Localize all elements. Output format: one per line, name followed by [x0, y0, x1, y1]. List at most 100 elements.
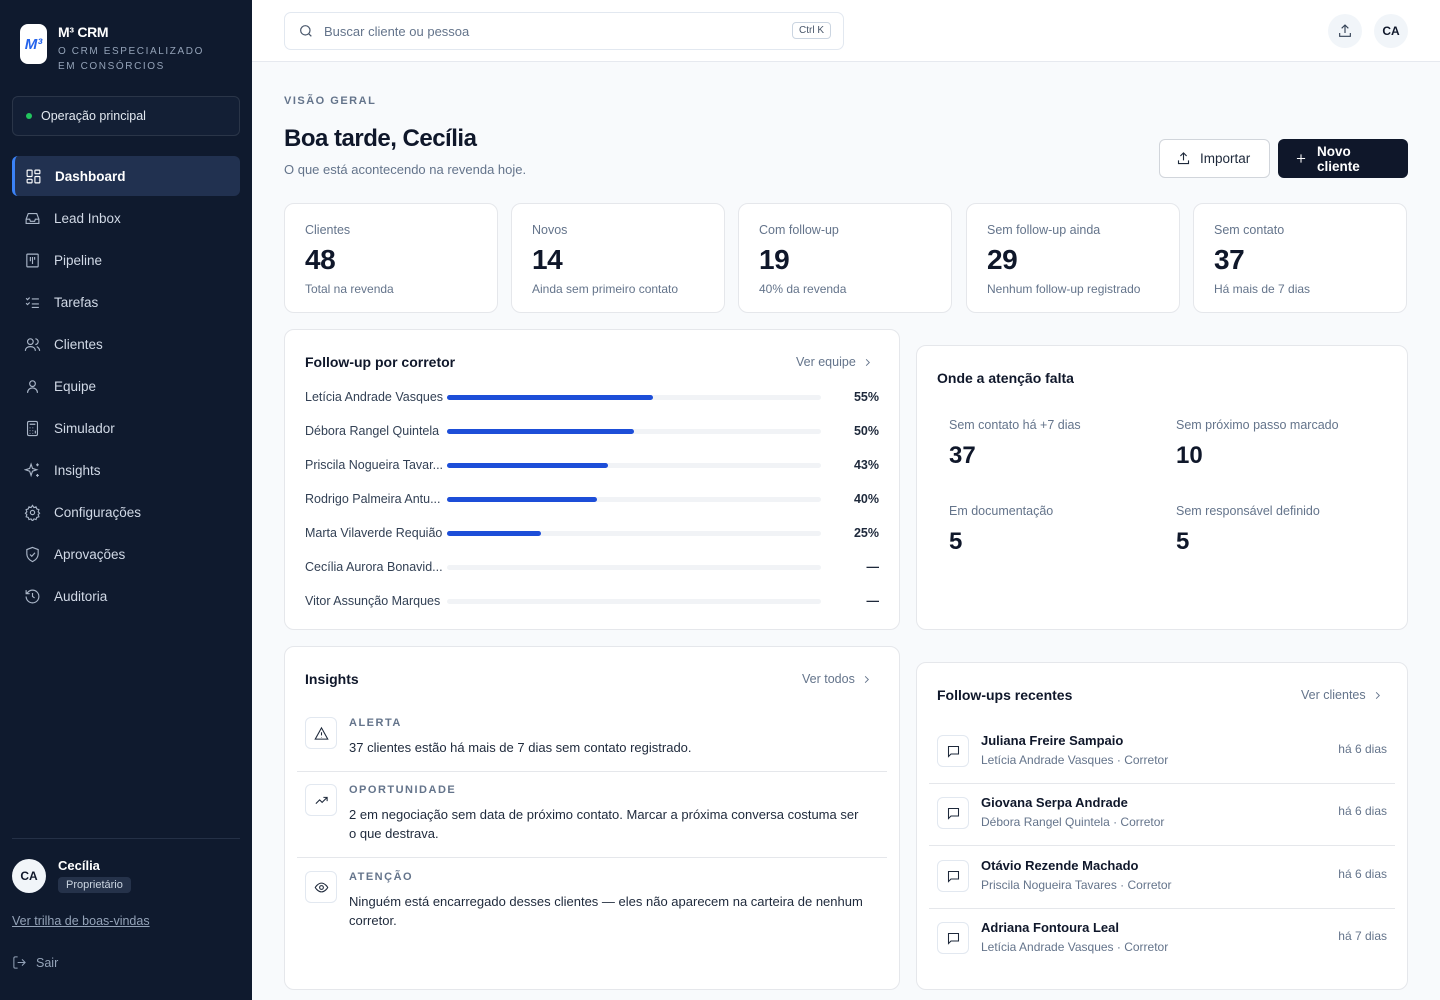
metric-label: Sem contato há +7 dias [949, 418, 1081, 432]
sidebar-nav: Dashboard Lead Inbox Pipeline Tarefas Cl… [12, 156, 240, 618]
brand[interactable]: M³ M³ CRM O CRM ESPECIALIZADO EM CONSÓRC… [20, 24, 218, 74]
new-client-button[interactable]: Novo cliente [1278, 139, 1408, 178]
broker-name: Priscila Nogueira Tavares · Corretor [981, 878, 1172, 892]
stat-card-sem-contato[interactable]: Sem contato 37 Há mais de 7 dias [1193, 203, 1407, 313]
sidebar-item-label: Equipe [54, 378, 97, 394]
stat-value: 29 [987, 244, 1018, 275]
page-title: Boa tarde, Cecília [284, 125, 477, 152]
stat-label: Clientes [305, 223, 351, 237]
followup-time: há 7 dias [1338, 929, 1387, 943]
stat-desc: Há mais de 7 dias [1214, 282, 1311, 296]
attention-metric[interactable]: Sem responsável definido 5 [1176, 504, 1376, 556]
sidebar-item-dashboard[interactable]: Dashboard [12, 156, 240, 196]
users-icon [24, 337, 41, 351]
sidebar: M³ M³ CRM O CRM ESPECIALIZADO EM CONSÓRC… [0, 0, 252, 1000]
sidebar-item-label: Lead Inbox [54, 210, 121, 226]
sidebar-item-clientes[interactable]: Clientes [12, 324, 240, 364]
brand-logo: M³ [20, 24, 47, 64]
sidebar-item-tarefas[interactable]: Tarefas [12, 282, 240, 322]
stat-label: Sem contato [1214, 223, 1285, 237]
recent-followups-card: Follow-ups recentes Ver clientes Juliana… [916, 662, 1408, 990]
trend-up-icon [305, 784, 337, 816]
sidebar-item-insights[interactable]: Insights [12, 450, 240, 490]
welcome-trail-link[interactable]: Ver trilha de boas-vindas [12, 914, 150, 928]
progress-track [447, 530, 821, 536]
broker-row[interactable]: Cecília Aurora Bonavid... — [305, 557, 881, 577]
sidebar-item-simulador[interactable]: Simulador [12, 408, 240, 448]
sidebar-item-aprovacoes[interactable]: Aprovações [12, 534, 240, 574]
import-button[interactable]: Importar [1159, 139, 1270, 178]
insight-text: Ninguém está encarregado desses clientes… [349, 894, 863, 928]
stat-card-sem-follow-up[interactable]: Sem follow-up ainda 29 Nenhum follow-up … [966, 203, 1180, 313]
avatar: CA [12, 858, 46, 893]
user-icon [26, 379, 39, 393]
metric-value: 37 [949, 442, 976, 469]
insight-tag: OPORTUNIDADE [349, 784, 457, 796]
search-input[interactable]: Buscar cliente ou pessoa Ctrl K [284, 12, 844, 50]
see-clients-link[interactable]: Ver clientes [1301, 688, 1383, 702]
progress-track [447, 394, 821, 400]
sidebar-item-configuracoes[interactable]: Configurações [12, 492, 240, 532]
sidebar-item-auditoria[interactable]: Auditoria [12, 576, 240, 616]
link-label: Ver equipe [796, 355, 856, 369]
followup-item[interactable]: Giovana Serpa Andrade Débora Rangel Quin… [929, 795, 1395, 859]
broker-row[interactable]: Marta Vilaverde Requião 25% [305, 523, 881, 543]
user-menu-avatar[interactable]: CA [1374, 14, 1408, 48]
logout-button[interactable]: Sair [12, 955, 58, 970]
new-client-label: Novo cliente [1317, 143, 1360, 174]
chevron-right-icon [1375, 691, 1380, 699]
stat-card-com-follow-up[interactable]: Com follow-up 19 40% da revenda [738, 203, 952, 313]
broker-row[interactable]: Priscila Nogueira Tavar... 43% [305, 455, 881, 475]
broker-row[interactable]: Vitor Assunção Marques — [305, 591, 881, 611]
metric-value: 5 [1176, 528, 1190, 555]
logout-label: Sair [36, 955, 59, 970]
broker-row[interactable]: Débora Rangel Quintela 50% [305, 421, 881, 441]
sidebar-item-lead-inbox[interactable]: Lead Inbox [12, 198, 240, 238]
attention-metric[interactable]: Sem próximo passo marcado 10 [1176, 418, 1376, 470]
metric-value: 10 [1176, 442, 1203, 469]
progress-fill [447, 530, 541, 536]
followup-item[interactable]: Juliana Freire Sampaio Letícia Andrade V… [929, 733, 1395, 797]
user-profile[interactable]: CA Cecília Proprietário [12, 858, 131, 893]
broker-name: Rodrigo Palmeira Antu... [305, 492, 441, 506]
see-team-link[interactable]: Ver equipe [796, 355, 873, 369]
role-badge: Proprietário [58, 877, 131, 893]
broker-row[interactable]: Rodrigo Palmeira Antu... 40% [305, 489, 881, 509]
broker-name: Letícia Andrade Vasques [305, 390, 444, 404]
search-icon [300, 25, 312, 37]
progress-fill [447, 496, 597, 502]
insight-tag: ALERTA [349, 717, 402, 729]
operation-selector[interactable]: Operação principal [12, 96, 240, 136]
insight-text: 37 clientes estão há mais de 7 dias sem … [349, 740, 692, 755]
attention-metric[interactable]: Em documentação 5 [949, 504, 1149, 556]
client-name: Adriana Fontoura Leal [981, 920, 1119, 935]
logout-icon [13, 956, 26, 969]
broker-row[interactable]: Letícia Andrade Vasques 55% [305, 387, 881, 407]
sidebar-item-label: Dashboard [55, 168, 126, 184]
card-title: Follow-ups recentes [937, 687, 1073, 703]
attention-card: Onde a atenção falta Sem contato há +7 d… [916, 345, 1408, 630]
followup-item[interactable]: Otávio Rezende Machado Priscila Nogueira… [929, 858, 1395, 922]
progress-track [447, 428, 821, 434]
see-all-insights-link[interactable]: Ver todos [802, 672, 872, 686]
metric-label: Sem próximo passo marcado [1176, 418, 1339, 432]
upload-icon [1339, 24, 1351, 37]
calculator-icon [26, 420, 39, 436]
attention-metric[interactable]: Sem contato há +7 dias 37 [949, 418, 1149, 470]
sidebar-item-label: Pipeline [54, 252, 103, 268]
stat-desc: Ainda sem primeiro contato [532, 282, 679, 296]
brand-tagline: O CRM ESPECIALIZADO EM CONSÓRCIOS [58, 46, 204, 72]
insight-text: 2 em negociação sem data de próximo cont… [349, 807, 859, 841]
status-dot [26, 113, 32, 119]
sidebar-item-label: Simulador [54, 420, 115, 436]
card-title: Onde a atenção falta [937, 370, 1074, 386]
sidebar-item-equipe[interactable]: Equipe [12, 366, 240, 406]
shortcut-hint: Ctrl K [792, 22, 831, 39]
stat-card-novos[interactable]: Novos 14 Ainda sem primeiro contato [511, 203, 725, 313]
export-button[interactable] [1328, 14, 1362, 48]
stat-card-clientes[interactable]: Clientes 48 Total na revenda [284, 203, 498, 313]
followup-item[interactable]: Adriana Fontoura Leal Letícia Andrade Va… [929, 920, 1395, 984]
message-icon [937, 735, 969, 767]
operation-label: Operação principal [41, 109, 146, 123]
sidebar-item-pipeline[interactable]: Pipeline [12, 240, 240, 280]
